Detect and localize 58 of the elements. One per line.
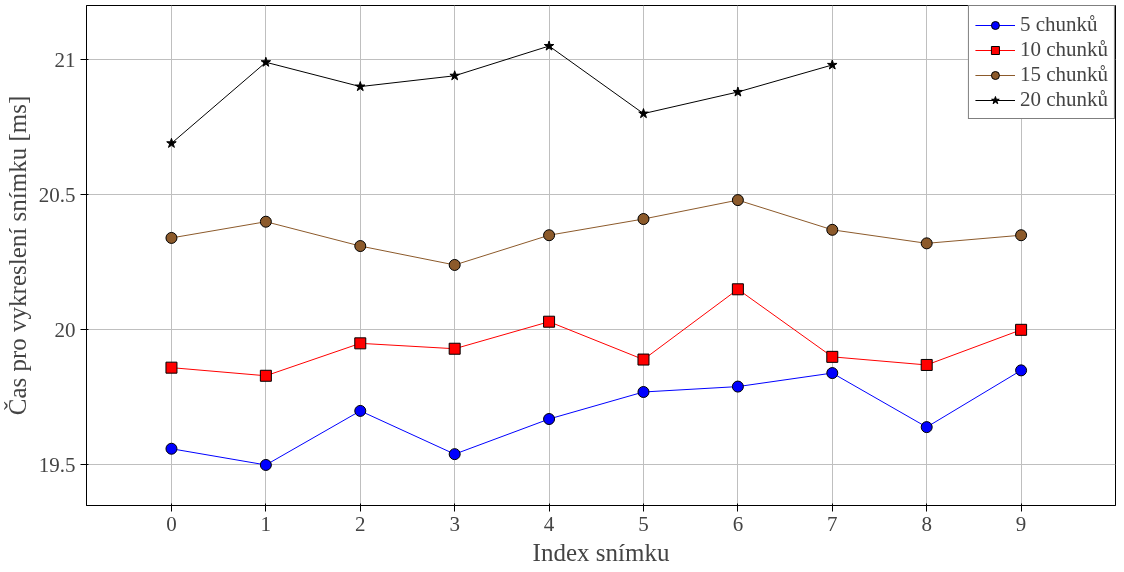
point (543, 413, 556, 425)
point (731, 380, 744, 393)
point (920, 237, 933, 250)
point (543, 40, 555, 51)
x-axis-title: Index snímku (532, 538, 670, 566)
legend-label: 10 chunků (1019, 37, 1108, 62)
point (543, 229, 556, 242)
point (165, 361, 178, 374)
point (1015, 323, 1028, 336)
x-tick-label: 0 (166, 511, 177, 536)
point (732, 86, 744, 97)
point (637, 213, 650, 225)
point (731, 283, 744, 296)
point (637, 386, 650, 398)
y-axis-title: Čas pro vykreslení snímku [ms] (3, 95, 31, 416)
point (637, 353, 650, 366)
x-tick-label: 4 (543, 511, 555, 536)
legend-label: 15 chunků (1019, 62, 1108, 87)
legend-label: 5 chunků (1019, 12, 1098, 37)
point (826, 223, 839, 236)
x-tick-label: 1 (260, 511, 272, 536)
point (259, 369, 272, 382)
point (731, 194, 744, 207)
legend-label: 20 chunků (1019, 87, 1108, 112)
point (920, 421, 933, 434)
x-tick-label: 3 (449, 511, 460, 536)
y-tick-label: 19.5 (38, 452, 76, 477)
point (165, 231, 178, 244)
point (448, 258, 461, 271)
x-tick-label: 2 (355, 511, 366, 536)
x-tick-label: 6 (732, 511, 744, 536)
point (1015, 364, 1028, 377)
point (355, 81, 366, 92)
point (543, 315, 556, 328)
y-tick-label: 20 (54, 317, 76, 342)
point (826, 367, 839, 380)
point (166, 137, 177, 148)
point (354, 240, 367, 253)
y-tick-label: 21 (54, 47, 76, 72)
point (448, 448, 461, 461)
point (827, 59, 838, 70)
point (1015, 229, 1028, 242)
point (638, 108, 649, 119)
point (448, 342, 461, 355)
point (165, 442, 178, 455)
x-tick-label: 7 (827, 511, 838, 536)
point (920, 358, 933, 371)
y-tick-label: 20.5 (38, 182, 76, 207)
point (259, 458, 272, 471)
point (449, 70, 460, 81)
x-tick-label: 8 (921, 511, 932, 536)
point (826, 350, 839, 363)
point (260, 56, 272, 67)
x-tick-label: 9 (1015, 511, 1027, 536)
point (354, 337, 367, 350)
point (354, 404, 367, 417)
x-tick-label: 5 (638, 511, 649, 536)
point (259, 215, 272, 228)
